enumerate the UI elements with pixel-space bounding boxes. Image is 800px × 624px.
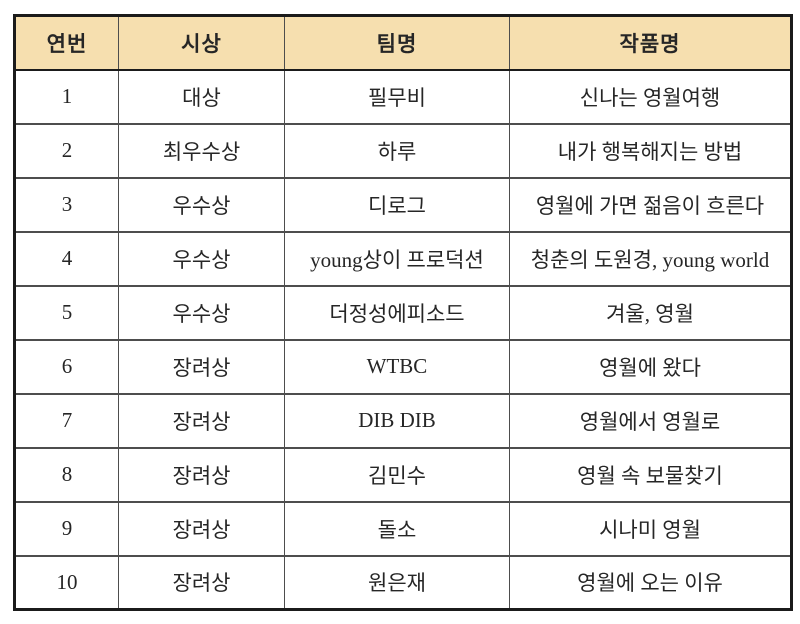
header-cell-award: 시상 xyxy=(118,15,285,71)
team-name-cell: 더정성에피소드 xyxy=(284,284,510,341)
row-number-cell: 2 xyxy=(14,122,119,179)
work-title-cell: 시나미 영월 xyxy=(509,500,792,557)
work-title-cell: 영월에 오는 이유 xyxy=(509,554,792,611)
table-row: 8 장려상 김민수 영월 속 보물찾기 xyxy=(14,446,792,503)
team-name-cell: DIB DIB xyxy=(284,392,510,449)
work-title-cell: 내가 행복해지는 방법 xyxy=(509,122,792,179)
table-row: 3 우수상 디로그 영월에 가면 젊음이 흐른다 xyxy=(14,176,792,233)
table-row: 5 우수상 더정성에피소드 겨울, 영월 xyxy=(14,284,792,341)
team-name-cell: WTBC xyxy=(284,338,510,395)
team-name-cell: 하루 xyxy=(284,122,510,179)
work-title-cell: 영월 속 보물찾기 xyxy=(509,446,792,503)
award-cell: 장려상 xyxy=(118,500,285,557)
award-cell: 최우수상 xyxy=(118,122,285,179)
table-row: 9 장려상 돌소 시나미 영월 xyxy=(14,500,792,557)
award-cell: 대상 xyxy=(118,68,285,125)
award-cell: 우수상 xyxy=(118,284,285,341)
row-number-cell: 7 xyxy=(14,392,119,449)
awards-table: 연번 시상 팀명 작품명 1 대상 필무비 신나는 영월여행 2 최우수상 하루 내가 행복해… xyxy=(13,14,793,611)
row-number-cell: 5 xyxy=(14,284,119,341)
header-cell-team-name: 팀명 xyxy=(284,15,510,71)
award-cell: 장려상 xyxy=(118,446,285,503)
header-row: 연번 시상 팀명 작품명 xyxy=(14,15,792,71)
row-number-cell: 4 xyxy=(14,230,119,287)
table-row: 4 우수상 young상이 프로덕션 청춘의 도원경, young world xyxy=(14,230,792,287)
row-number-cell: 8 xyxy=(14,446,119,503)
table-row: 2 최우수상 하루 내가 행복해지는 방법 xyxy=(14,122,792,179)
row-number-cell: 10 xyxy=(14,554,119,611)
team-name-cell: 필무비 xyxy=(284,68,510,125)
table-row: 6 장려상 WTBC 영월에 왔다 xyxy=(14,338,792,395)
work-title-cell: 영월에 왔다 xyxy=(509,338,792,395)
work-title-cell: 영월에서 영월로 xyxy=(509,392,792,449)
award-cell: 장려상 xyxy=(118,338,285,395)
row-number-cell: 9 xyxy=(14,500,119,557)
award-cell: 장려상 xyxy=(118,392,285,449)
table-row: 1 대상 필무비 신나는 영월여행 xyxy=(14,68,792,125)
row-number-cell: 1 xyxy=(14,68,119,125)
row-number-cell: 6 xyxy=(14,338,119,395)
work-title-cell: 청춘의 도원경, young world xyxy=(509,230,792,287)
team-name-cell: 디로그 xyxy=(284,176,510,233)
table-row: 10 장려상 원은재 영월에 오는 이유 xyxy=(14,554,792,611)
award-cell: 장려상 xyxy=(118,554,285,611)
table-row: 7 장려상 DIB DIB 영월에서 영월로 xyxy=(14,392,792,449)
team-name-cell: 김민수 xyxy=(284,446,510,503)
header-cell-work-title: 작품명 xyxy=(509,15,792,71)
team-name-cell: 돌소 xyxy=(284,500,510,557)
award-cell: 우수상 xyxy=(118,230,285,287)
team-name-cell: 원은재 xyxy=(284,554,510,611)
work-title-cell: 겨울, 영월 xyxy=(509,284,792,341)
award-cell: 우수상 xyxy=(118,176,285,233)
work-title-cell: 신나는 영월여행 xyxy=(509,68,792,125)
team-name-cell: young상이 프로덕션 xyxy=(284,230,510,287)
row-number-cell: 3 xyxy=(14,176,119,233)
header-cell-number: 연번 xyxy=(14,15,119,71)
work-title-cell: 영월에 가면 젊음이 흐른다 xyxy=(509,176,792,233)
